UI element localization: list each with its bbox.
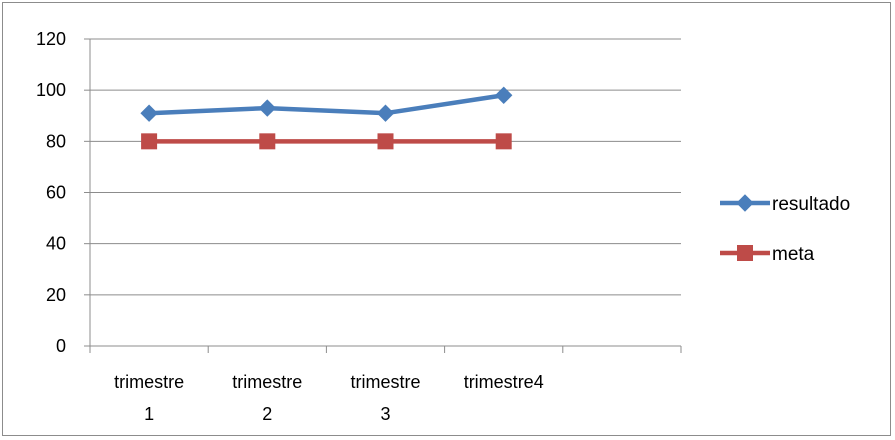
data-point-resultado <box>140 104 158 122</box>
y-tick-label: 0 <box>56 336 66 356</box>
legend-marker-resultado <box>736 194 754 212</box>
data-point-resultado <box>376 104 395 122</box>
y-tick-label: 40 <box>46 234 66 254</box>
x-tick-label: trimestre <box>114 372 184 392</box>
gridlines <box>90 38 681 296</box>
series-lines <box>146 93 506 144</box>
series-line-resultado <box>146 93 506 116</box>
chart-frame <box>2 2 891 436</box>
data-point-meta <box>141 133 158 150</box>
x-tick-label: trimestre4 <box>464 372 544 392</box>
data-point-resultado <box>494 86 513 104</box>
y-tick-label: 120 <box>36 29 66 49</box>
legend-label-meta: meta <box>772 244 815 265</box>
legend-marker-meta <box>737 245 753 261</box>
x-tick-label: 3 <box>380 404 390 424</box>
legend-label-resultado: resultado <box>772 194 850 215</box>
y-tick-label: 60 <box>46 183 66 203</box>
data-point-meta <box>259 133 276 150</box>
axes: 0 20 40 60 80 100 120 trimestre 1 trimestre 2 trime… <box>36 29 682 424</box>
x-tick-label: 1 <box>144 404 154 424</box>
data-point-meta <box>377 133 394 150</box>
x-tick-label: trimestre <box>350 372 420 392</box>
x-tick-label: trimestre <box>232 372 302 392</box>
y-tick-label: 80 <box>46 131 66 151</box>
y-tick-label: 20 <box>46 285 66 305</box>
series-markers <box>140 86 513 150</box>
y-tick-label: 100 <box>36 80 66 100</box>
data-point-resultado <box>258 99 277 117</box>
legend: resultado meta <box>720 194 850 265</box>
x-tick-label: 2 <box>262 404 272 424</box>
data-point-meta <box>495 133 512 150</box>
